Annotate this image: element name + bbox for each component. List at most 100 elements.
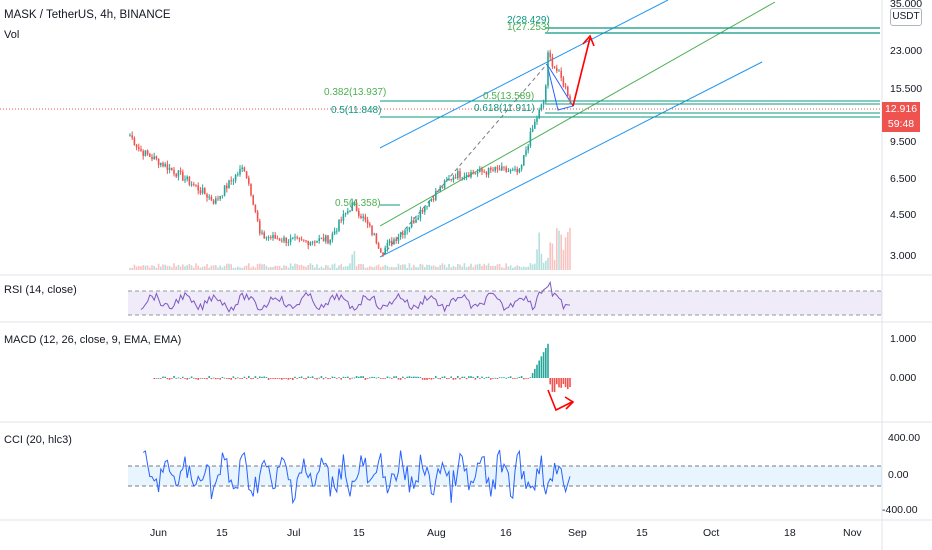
macd-histogram-bar (340, 378, 342, 380)
macd-histogram-bar (155, 378, 158, 379)
volume-bar (212, 265, 215, 270)
volume-bar (360, 263, 362, 270)
macd-label: MACD (12, 26, close, 9, EMA, EMA) (4, 334, 182, 346)
volume-bar (142, 265, 144, 270)
volume-bar (314, 267, 316, 270)
volume-bar (129, 267, 131, 270)
volume-bar (474, 264, 477, 270)
volume-bar (523, 266, 525, 270)
candle-body (285, 237, 287, 243)
fib-label: 0.618(11.911) (474, 103, 535, 114)
volume-bar (518, 266, 521, 270)
macd-histogram-bar (441, 376, 444, 378)
candle-body (531, 128, 534, 132)
target-arrow (572, 37, 591, 107)
candle-body (138, 147, 140, 150)
macd-histogram-bar (481, 376, 483, 378)
candle-body (545, 85, 547, 102)
candle-body (395, 239, 397, 241)
cci-tick: -400.00 (882, 504, 918, 516)
volume-bar (551, 243, 554, 270)
time-tick: 15 (216, 527, 228, 539)
macd-histogram-bar (393, 376, 395, 378)
candle-body (472, 172, 474, 174)
candle-body (358, 210, 360, 216)
candle-body (520, 165, 523, 169)
candle-body (342, 214, 345, 221)
currency-button[interactable]: USDT (890, 8, 922, 26)
macd-histogram-bar (204, 378, 206, 379)
candle-body (179, 170, 182, 172)
candle-body (223, 185, 226, 196)
candle-body (512, 169, 514, 171)
macd-histogram-bar (153, 378, 155, 380)
price-tick: 23.000 (890, 45, 923, 57)
macd-histogram-bar (432, 378, 435, 379)
candle-body (157, 158, 160, 166)
candle-body (263, 232, 265, 239)
candle-body (435, 191, 437, 200)
candle-body (215, 198, 217, 204)
channel-middle (379, 1, 776, 227)
macd-histogram-bar (349, 378, 351, 380)
rsi-label: RSI (14, close) (4, 284, 77, 296)
volume-bar (256, 263, 259, 270)
volume-bar (226, 263, 228, 270)
macd-histogram-bar (509, 376, 512, 378)
price-tick: 4.500 (890, 209, 917, 221)
rsi-series (140, 280, 571, 313)
volume-bar (320, 266, 323, 270)
volume-bar (298, 265, 301, 270)
volume-bar (542, 262, 545, 270)
volume-bar (307, 264, 309, 270)
macd-histogram-bar (230, 378, 232, 380)
candle-body (175, 173, 177, 177)
macd-histogram-bar (457, 376, 459, 378)
volume-bar (553, 259, 556, 270)
cci-line (142, 449, 571, 505)
macd-histogram-bar (430, 378, 433, 380)
volume-bar (254, 267, 257, 270)
volume-bar (505, 263, 507, 270)
volume-bar (417, 267, 419, 270)
macd-histogram-bar (397, 378, 400, 380)
candle-body (281, 240, 283, 242)
candle-body (353, 202, 356, 204)
candle-body (490, 167, 492, 170)
volume-bar (140, 266, 142, 270)
macd-histogram-bar (208, 376, 210, 378)
volume-bar (395, 267, 397, 270)
volume-bar (397, 263, 400, 270)
volume-bar (472, 267, 474, 270)
candle-body (503, 166, 505, 168)
candle-body (551, 57, 554, 67)
volume-bar (340, 264, 342, 270)
volume-series (129, 227, 571, 270)
macd-histogram-bar (415, 376, 417, 378)
macd-series (153, 343, 571, 393)
volume-bar (388, 267, 391, 270)
macd-histogram-bar (538, 360, 540, 378)
volume-bar (437, 267, 439, 270)
candle-body (474, 173, 477, 175)
candle-body (278, 238, 281, 241)
candle-body (452, 177, 455, 181)
volume-bar (439, 265, 441, 270)
candle-body (428, 200, 430, 207)
macd-histogram-bar (259, 376, 261, 378)
time-tick: Oct (703, 527, 720, 539)
candle-body (529, 131, 532, 147)
candle-body (450, 178, 452, 181)
volume-bar (243, 266, 246, 270)
candle-body (441, 186, 444, 188)
volume-bar (369, 266, 371, 270)
candle-body (270, 237, 272, 239)
volume-bar (371, 266, 373, 270)
volume-bar (175, 266, 177, 270)
macd-histogram-bar (523, 378, 525, 380)
volume-bar (509, 265, 512, 270)
candle-body (364, 216, 367, 221)
volume-bar (274, 265, 276, 270)
volume-bar (479, 263, 481, 270)
volume-bar (281, 267, 283, 270)
